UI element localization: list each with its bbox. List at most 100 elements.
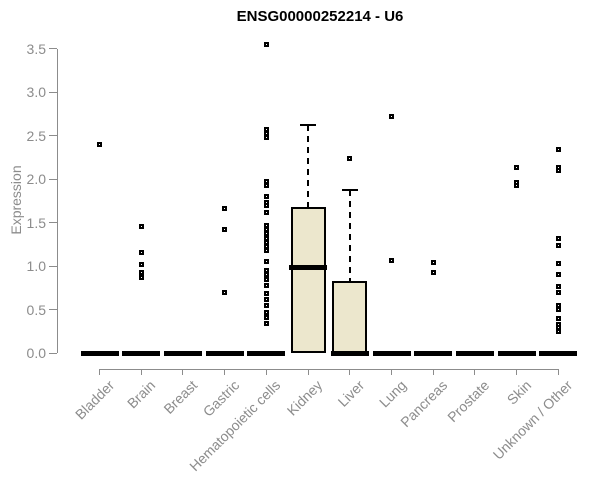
y-tick bbox=[49, 135, 57, 136]
outlier-point bbox=[263, 41, 269, 47]
x-tick bbox=[307, 369, 309, 375]
outlier-point bbox=[263, 182, 269, 188]
outlier-point bbox=[263, 193, 269, 199]
outlier-point bbox=[514, 165, 520, 171]
outlier-point bbox=[430, 270, 436, 276]
y-tick bbox=[49, 48, 57, 49]
y-axis-line bbox=[56, 48, 58, 353]
x-tick bbox=[99, 369, 100, 375]
outlier-point bbox=[263, 309, 269, 315]
x-tick bbox=[349, 369, 351, 375]
outlier-point bbox=[263, 134, 269, 140]
outlier-point bbox=[138, 261, 144, 267]
whisker-cap-kidney bbox=[300, 124, 317, 127]
outlier-point bbox=[263, 202, 269, 208]
outlier-point bbox=[347, 156, 353, 162]
outlier-point bbox=[263, 314, 269, 320]
y-tick bbox=[49, 309, 57, 310]
median-bladder bbox=[80, 350, 119, 356]
outlier-point bbox=[555, 272, 561, 278]
median-liver bbox=[330, 350, 369, 356]
outlier-point bbox=[263, 259, 269, 265]
x-tick bbox=[265, 369, 267, 375]
outlier-point bbox=[138, 274, 144, 280]
whisker-liver bbox=[348, 190, 351, 281]
outlier-point bbox=[555, 307, 561, 312]
outlier-point bbox=[263, 282, 269, 288]
outlier-point bbox=[263, 320, 269, 326]
median-hematopoietic-cells bbox=[247, 350, 286, 356]
outlier-point bbox=[263, 231, 269, 237]
whisker-cap-liver bbox=[341, 189, 358, 192]
y-tick bbox=[49, 222, 57, 223]
x-tick bbox=[391, 369, 393, 375]
outlier-point bbox=[263, 126, 269, 132]
outlier-point bbox=[222, 206, 228, 212]
median-kidney bbox=[289, 265, 328, 271]
outlier-point bbox=[555, 289, 561, 295]
outlier-point bbox=[263, 247, 269, 253]
outlier-point bbox=[263, 302, 269, 308]
y-tick-label: 0.5 bbox=[26, 301, 46, 318]
outlier-point bbox=[555, 302, 561, 308]
outlier-point bbox=[555, 146, 561, 152]
outlier-point bbox=[555, 315, 561, 321]
x-tick bbox=[140, 369, 142, 375]
outlier-point bbox=[263, 209, 269, 215]
outlier-point bbox=[555, 284, 561, 290]
outlier-point bbox=[263, 240, 269, 245]
outlier-point bbox=[430, 260, 436, 266]
chart-title: ENSG00000252214 - U6 bbox=[236, 8, 404, 25]
outlier-point bbox=[555, 167, 561, 173]
outlier-point bbox=[263, 272, 269, 278]
x-tick bbox=[557, 369, 559, 375]
outlier-point bbox=[555, 243, 561, 249]
y-tick bbox=[49, 265, 57, 267]
outlier-point bbox=[389, 113, 395, 119]
median-prostate bbox=[455, 350, 494, 356]
median-brain bbox=[122, 350, 161, 356]
outlier-point bbox=[555, 328, 561, 334]
outlier-point bbox=[389, 258, 395, 264]
x-axis-line bbox=[99, 368, 559, 370]
x-tick bbox=[432, 369, 434, 375]
median-skin bbox=[497, 350, 536, 356]
median-breast bbox=[163, 350, 202, 356]
x-tick bbox=[224, 369, 226, 375]
box-liver bbox=[332, 280, 368, 353]
outlier-point bbox=[138, 224, 144, 230]
box-kidney bbox=[290, 206, 326, 353]
outlier-point bbox=[263, 222, 269, 228]
median-unknown-other bbox=[539, 350, 578, 356]
outlier-point bbox=[263, 267, 269, 273]
y-tick-label: 1.5 bbox=[26, 214, 46, 231]
median-lung bbox=[372, 350, 411, 356]
y-tick bbox=[49, 91, 57, 93]
y-tick-label: 2.0 bbox=[26, 171, 46, 187]
x-tick bbox=[474, 369, 476, 375]
outlier-point bbox=[263, 296, 269, 302]
outlier-point bbox=[263, 235, 269, 241]
outlier-point bbox=[555, 235, 561, 241]
y-tick-label: 0.0 bbox=[26, 345, 46, 361]
y-tick-label: 2.5 bbox=[26, 127, 46, 144]
outlier-point bbox=[138, 269, 144, 275]
y-tick-label: 3.5 bbox=[26, 40, 46, 57]
outlier-point bbox=[263, 226, 269, 232]
outlier-point bbox=[222, 289, 228, 295]
whisker-kidney bbox=[307, 125, 310, 207]
median-gastric bbox=[205, 350, 244, 356]
outlier-point bbox=[263, 291, 269, 297]
outlier-point bbox=[138, 250, 144, 256]
outlier-point bbox=[222, 226, 228, 232]
outlier-point bbox=[97, 141, 102, 147]
y-tick bbox=[49, 178, 57, 180]
y-tick-label: 3.0 bbox=[26, 84, 46, 100]
median-pancreas bbox=[414, 350, 453, 356]
outlier-point bbox=[263, 277, 269, 283]
x-tick bbox=[516, 369, 518, 375]
x-tick bbox=[182, 369, 184, 375]
outlier-point bbox=[514, 183, 520, 189]
